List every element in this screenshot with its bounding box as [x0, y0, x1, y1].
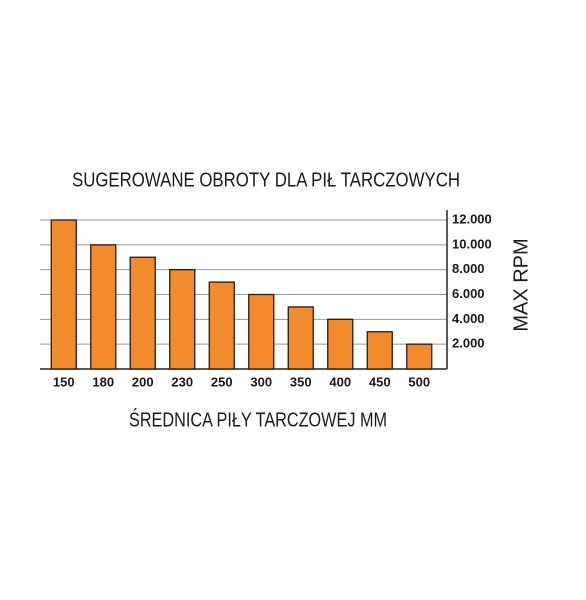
bar — [129, 256, 156, 370]
y-tick-label: 8.000 — [452, 261, 485, 276]
chart-title: SUGEROWANE OBROTY DLA PIŁ TARCZOWYCH — [72, 169, 460, 191]
x-axis-label: ŚREDNICA PIŁY TARCZOWEJ MM — [129, 407, 387, 431]
bar — [169, 269, 196, 370]
bar — [406, 343, 433, 370]
y-axis-label: MAX RPM — [510, 238, 532, 331]
x-tick-label: 250 — [211, 374, 233, 389]
x-tick-label: 200 — [132, 374, 154, 389]
bar — [208, 281, 235, 370]
bar — [366, 331, 393, 370]
y-tick-label: 6.000 — [452, 286, 485, 301]
y-tick-label: 2.000 — [452, 336, 485, 351]
bar — [327, 318, 354, 370]
x-tick-label: 500 — [408, 374, 430, 389]
x-tick-label: 400 — [329, 374, 351, 389]
x-tick-label: 350 — [290, 374, 312, 389]
x-tick-label: 230 — [171, 374, 193, 389]
x-tick-label: 180 — [92, 374, 114, 389]
y-tick-label: 4.000 — [452, 311, 485, 326]
y-tick-label: 10.000 — [452, 236, 492, 251]
bar — [90, 244, 117, 370]
bar — [287, 306, 314, 370]
x-tick-label: 450 — [369, 374, 391, 389]
x-tick-label: 150 — [53, 374, 75, 389]
bar — [50, 219, 77, 370]
bar — [248, 293, 275, 370]
y-tick-label: 12.000 — [452, 211, 492, 226]
x-tick-label: 300 — [250, 374, 272, 389]
